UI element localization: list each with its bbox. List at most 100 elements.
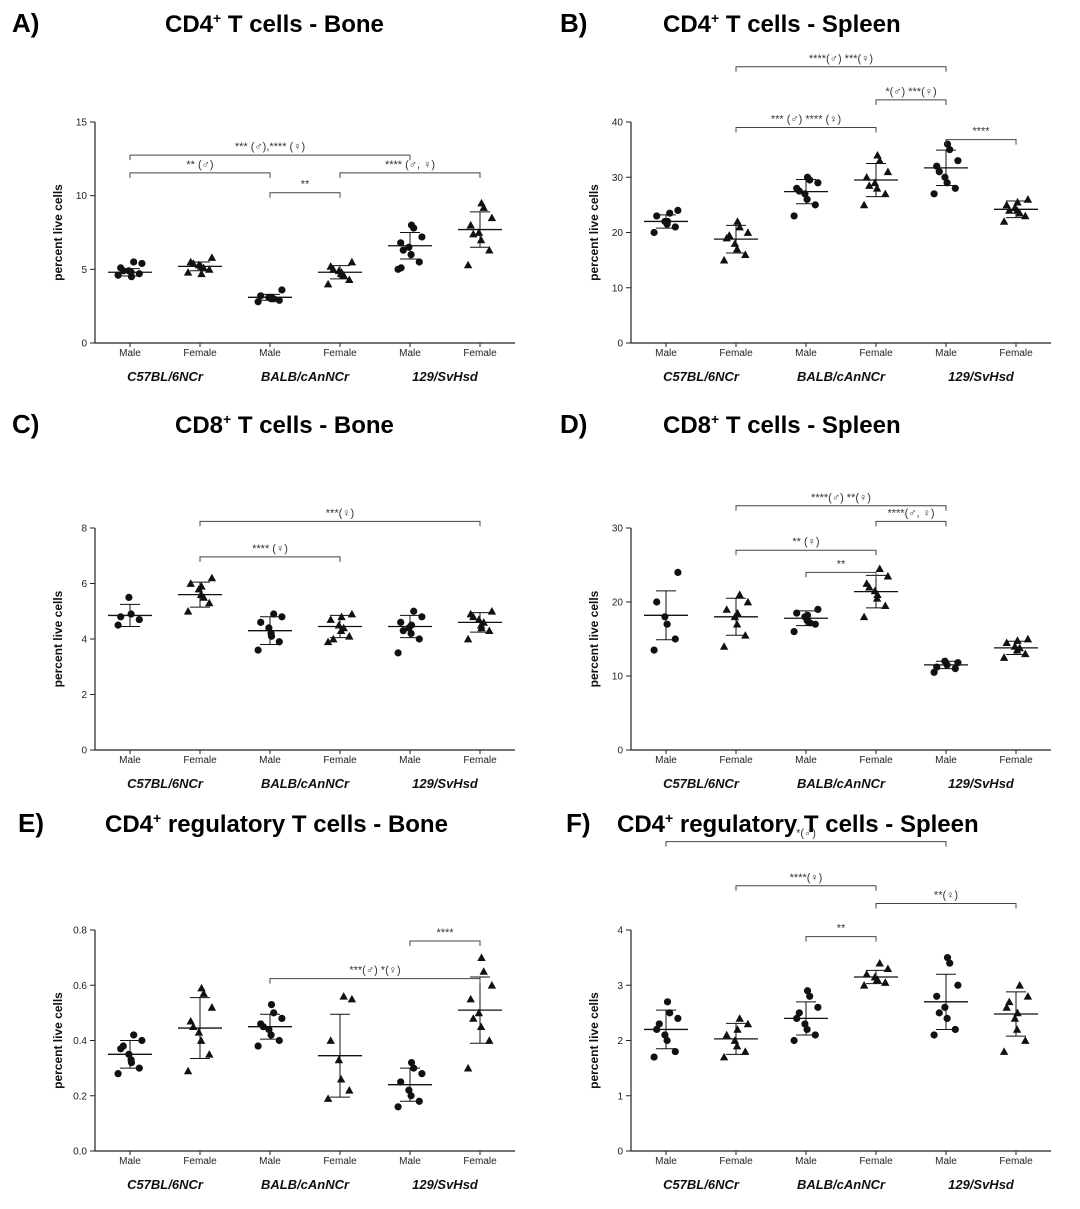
data-point xyxy=(257,618,265,626)
data-point xyxy=(125,1050,133,1058)
data-point xyxy=(474,615,484,623)
data-point xyxy=(650,1053,658,1061)
bracket-line xyxy=(339,172,481,178)
data-point xyxy=(722,1030,731,1039)
chart-panel-c: C) CD8+ T cells - Bone 0 2 4 6 8 percent live c… xyxy=(12,409,515,791)
data-point xyxy=(326,615,335,623)
data-point xyxy=(469,229,478,238)
significance-bracket: **** xyxy=(409,927,481,947)
y-axis-label: percent live cells xyxy=(51,184,65,281)
significance-label: **** xyxy=(436,927,454,939)
panel-letter: C) xyxy=(12,409,39,439)
data-point xyxy=(267,1031,275,1039)
data-point xyxy=(655,1020,663,1028)
data-series xyxy=(178,573,222,615)
data-point xyxy=(790,1036,798,1045)
significance-bracket: ** xyxy=(805,558,877,578)
bracket-line xyxy=(665,841,947,847)
bracket-line xyxy=(735,127,877,133)
data-point xyxy=(1002,1003,1011,1011)
bracket-line xyxy=(129,154,411,161)
data-point xyxy=(347,257,357,266)
data-point xyxy=(415,258,423,266)
data-point xyxy=(275,296,283,304)
significance-bracket: *(♂) ***(♀) xyxy=(875,86,947,105)
significance-label: **(♀) xyxy=(934,889,958,901)
bracket-line xyxy=(875,99,947,105)
strain-group-label: C57BL/6NCr xyxy=(127,369,204,384)
significance-label: *(♂) ***(♀) xyxy=(885,86,936,98)
data-point xyxy=(117,613,125,621)
data-point xyxy=(663,217,672,226)
data-point xyxy=(197,269,206,278)
data-point xyxy=(719,642,729,650)
panel-letter: F) xyxy=(566,808,591,838)
data-point xyxy=(407,221,416,229)
x-category-label: Male xyxy=(259,1156,281,1167)
data-point xyxy=(267,293,276,301)
panel-title: CD4+ regulatory T cells - Bone xyxy=(105,810,448,838)
data-point xyxy=(345,1086,354,1094)
y-tick-label: 4 xyxy=(81,635,87,646)
data-point xyxy=(650,228,658,237)
data-series xyxy=(108,258,152,281)
data-point xyxy=(479,203,488,211)
data-point xyxy=(883,964,893,973)
y-tick-label: 20 xyxy=(612,598,624,609)
data-point xyxy=(1005,997,1014,1006)
x-category-label: Female xyxy=(999,1156,1033,1167)
bracket-line xyxy=(735,549,877,556)
strain-group-label: BALB/cAnNCr xyxy=(261,369,350,384)
significance-bracket: *** (♂),**** (♀) xyxy=(129,141,411,161)
y-tick-label: 30 xyxy=(612,173,624,184)
data-point xyxy=(265,624,273,632)
strain-group-label: BALB/cAnNCr xyxy=(261,776,350,791)
data-series xyxy=(388,607,432,657)
data-point xyxy=(1013,1008,1022,1017)
x-category-label: Male xyxy=(935,755,957,766)
data-point xyxy=(399,246,407,254)
data-point xyxy=(671,1047,679,1056)
data-point xyxy=(397,264,405,272)
data-point xyxy=(329,265,338,273)
x-category-label: Female xyxy=(719,348,753,359)
data-point xyxy=(1010,642,1020,650)
data-point xyxy=(469,612,478,621)
data-point xyxy=(735,590,744,598)
data-point xyxy=(197,582,206,590)
y-tick-label: 0.2 xyxy=(73,1091,87,1102)
data-point xyxy=(883,571,893,580)
data-point xyxy=(663,998,672,1006)
data-point xyxy=(1015,643,1024,652)
data-point xyxy=(278,286,286,294)
data-point xyxy=(487,607,497,615)
data-point xyxy=(875,564,884,573)
data-series xyxy=(458,607,502,643)
chart-panel-a: A) CD4+ T cells - Bone 0 5 10 15 percent live … xyxy=(12,8,515,384)
data-point xyxy=(254,298,262,306)
data-series xyxy=(248,610,292,654)
significance-label: ****(♂, ♀) xyxy=(887,507,934,519)
y-tick-label: 0.0 xyxy=(73,1147,87,1158)
data-point xyxy=(135,270,143,278)
y-axis-label: percent live cells xyxy=(587,992,601,1089)
data-point xyxy=(323,279,333,288)
data-series xyxy=(784,605,828,636)
data-point xyxy=(397,1078,405,1086)
data-point xyxy=(199,593,208,601)
data-point xyxy=(865,583,874,591)
title-superscript: + xyxy=(711,10,719,26)
significance-bracket: ****(♂) ***(♀) xyxy=(735,53,947,72)
x-category-label: Female xyxy=(323,348,357,359)
data-series xyxy=(108,593,152,629)
panel-letter: D) xyxy=(560,409,587,439)
data-point xyxy=(410,607,418,615)
title-prefix: CD4 xyxy=(165,11,214,38)
data-point xyxy=(663,620,671,628)
data-point xyxy=(795,1009,803,1017)
data-series xyxy=(994,634,1038,661)
data-point xyxy=(207,1003,217,1011)
title-prefix: CD4 xyxy=(663,11,712,38)
chart-panel-f: F) CD4+ regulatory T cells - Spleen 0 1 2 3 4 p… xyxy=(566,808,1051,1192)
data-point xyxy=(803,173,812,181)
